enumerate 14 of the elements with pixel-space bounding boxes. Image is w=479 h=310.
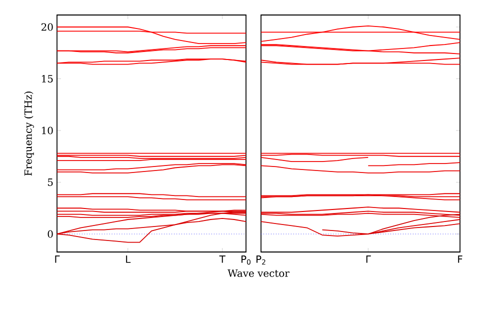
x-tick-label: P$_{0}$ bbox=[242, 256, 251, 265]
x-tick-label: Γ bbox=[55, 256, 60, 263]
y-tick-label: 10 bbox=[42, 126, 53, 134]
x-tick-label: Γ bbox=[366, 256, 371, 263]
y-tick-label: 20 bbox=[41, 23, 53, 31]
x-tick-label: T bbox=[219, 256, 226, 263]
x-axis-title: Wave vector bbox=[228, 270, 290, 277]
y-tick-label: 5 bbox=[48, 178, 53, 186]
y-axis-title: Frequency (THz) bbox=[24, 92, 34, 176]
x-tick-label: P$_{2}$ bbox=[256, 256, 266, 265]
x-tick-label: F bbox=[458, 256, 462, 263]
y-tick-label: 0 bbox=[48, 230, 53, 238]
y-tick-label: 15 bbox=[42, 74, 53, 83]
x-tick-label: L bbox=[126, 256, 131, 263]
